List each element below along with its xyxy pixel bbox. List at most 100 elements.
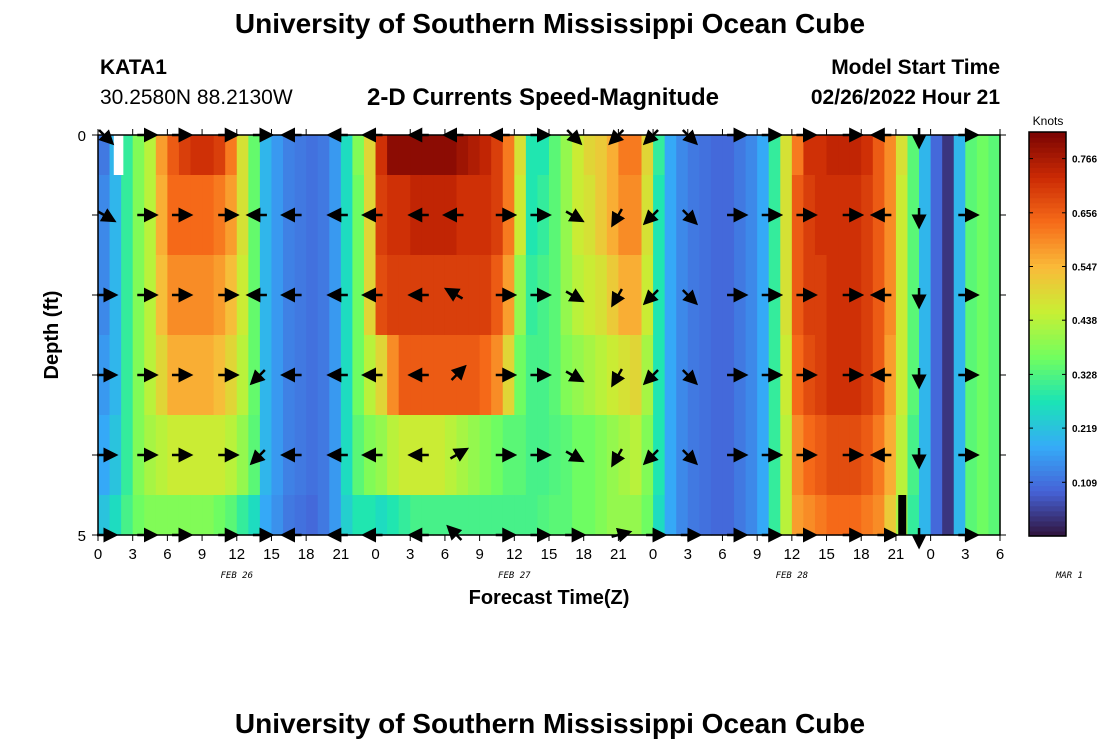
heatmap-cell <box>433 175 446 256</box>
heatmap-cell <box>398 135 411 176</box>
colorbar-segment <box>1029 344 1066 350</box>
heatmap-cell <box>757 495 770 536</box>
heatmap-cell <box>225 135 238 176</box>
colorbar-tick-label: 0.547 <box>1072 263 1097 274</box>
colorbar-segment <box>1029 192 1066 199</box>
heatmap-cell <box>271 175 284 256</box>
heatmap-cell <box>144 135 157 176</box>
heatmap-cell <box>109 255 122 336</box>
colorbar-tick-label: 0.438 <box>1072 316 1097 327</box>
current-arrow <box>681 289 699 306</box>
heatmap-cell <box>236 335 249 416</box>
heatmap-cell <box>560 495 573 536</box>
current-arrow <box>449 447 470 462</box>
x-tick-label: 12 <box>784 546 801 563</box>
heatmap-cell <box>549 135 562 176</box>
x-tick-label: 0 <box>371 546 379 563</box>
heatmap-cell <box>814 495 828 536</box>
colorbar-segment <box>1029 187 1066 194</box>
colorbar-segment <box>1029 505 1066 512</box>
colorbar-segment <box>1029 197 1066 204</box>
heatmap-cell <box>514 495 527 536</box>
heatmap-cell <box>456 495 469 536</box>
heatmap-cell <box>884 495 897 536</box>
colorbar-segment <box>1029 248 1066 254</box>
heatmap-cell <box>595 255 608 336</box>
heatmap-cell <box>109 415 122 496</box>
heatmap-cell <box>838 495 851 536</box>
heatmap-cell <box>976 135 990 176</box>
heatmap-cell <box>549 495 562 536</box>
x-axis: 0 3 6 9 12 15 18 21 0 3 6 9 12 15 18 21 0 3 6 9 12 15 18 21 0 3 6 <box>94 129 1004 563</box>
heatmap-cell <box>132 135 145 176</box>
heatmap-cell <box>178 135 192 176</box>
colorbar-segment <box>1029 288 1066 295</box>
current-arrow <box>681 449 699 466</box>
heatmap-cell <box>514 175 527 256</box>
colorbar-segment <box>1029 293 1066 300</box>
heatmap-cell <box>780 495 793 536</box>
heatmap-cell <box>629 135 643 176</box>
colorbar-segment <box>1029 440 1066 446</box>
current-arrow <box>642 369 659 386</box>
heatmap-cell <box>699 495 712 536</box>
heatmap-cell <box>352 415 365 496</box>
heatmap-cell <box>155 175 168 256</box>
heatmap-cell <box>710 135 724 176</box>
heatmap-cell <box>826 415 839 496</box>
colorbar-segment <box>1029 253 1066 259</box>
y-tick-label: 5 <box>78 528 86 545</box>
colorbar-segment <box>1029 243 1066 249</box>
heatmap-cell <box>132 495 145 536</box>
heatmap-cell <box>930 175 943 256</box>
x-tick-label: 18 <box>575 546 592 563</box>
heatmap-cell <box>398 495 411 536</box>
heatmap-cell <box>479 335 492 416</box>
heatmap-cell <box>826 255 839 336</box>
colorbar-segment <box>1029 172 1066 179</box>
heatmap-cell <box>317 135 330 176</box>
heatmap-cell <box>895 335 909 416</box>
heatmap-cell <box>306 335 319 416</box>
heatmap-cell <box>306 135 319 176</box>
heatmap-cell <box>976 415 990 496</box>
heatmap-cell <box>953 135 966 176</box>
heatmap-cell <box>271 415 284 496</box>
heatmap-cell <box>745 255 758 336</box>
heatmap-cell <box>190 175 203 256</box>
x-axis-label: Forecast Time(Z) <box>469 587 630 609</box>
colorbar-segment <box>1029 399 1066 406</box>
colorbar-segment <box>1029 162 1066 168</box>
heatmap-cell <box>109 175 122 256</box>
colorbar-segment <box>1029 238 1066 244</box>
heatmap-cell <box>976 255 990 336</box>
heatmap-cell <box>468 175 481 256</box>
heatmap-cell <box>606 495 619 536</box>
heatmap-cell <box>595 135 608 176</box>
x-tick-label: 12 <box>228 546 245 563</box>
heatmap-cell <box>895 175 909 256</box>
heatmap-cell <box>317 415 330 496</box>
heatmap-cell <box>780 335 793 416</box>
current-arrow <box>565 208 585 223</box>
heatmap-cell <box>317 255 330 336</box>
colorbar-segment <box>1029 303 1066 310</box>
current-arrow <box>642 209 659 226</box>
heatmap-cell <box>317 495 330 536</box>
heatmap-cell <box>895 255 909 336</box>
colorbar-segment <box>1029 142 1066 148</box>
colorbar-segment <box>1029 374 1066 381</box>
current-arrow <box>565 448 585 463</box>
heatmap-cell <box>398 175 411 256</box>
heatmap-cell <box>155 415 168 496</box>
heatmap-cell <box>745 415 758 496</box>
heatmap-cell <box>768 495 781 536</box>
current-arrow <box>97 208 117 223</box>
heatmap-cell <box>849 495 862 536</box>
heatmap-cell <box>861 175 874 256</box>
heatmap-cell <box>895 135 909 176</box>
x-tick-label: 21 <box>610 546 627 563</box>
heatmap-cell <box>363 495 377 536</box>
heatmap-cell <box>710 255 724 336</box>
heatmap-cell <box>167 495 180 536</box>
